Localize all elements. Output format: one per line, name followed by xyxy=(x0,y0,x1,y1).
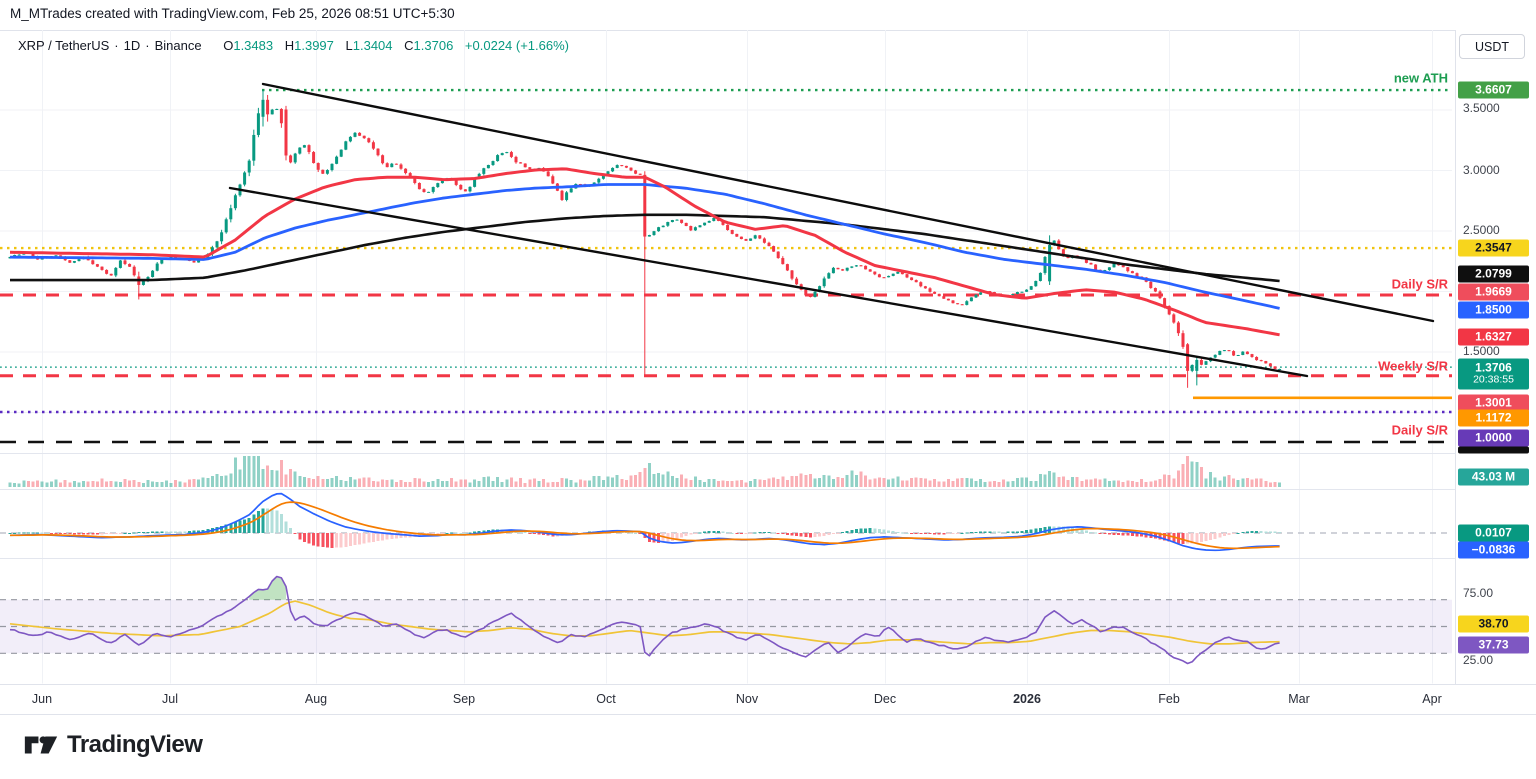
legend-separator: · xyxy=(145,38,150,53)
level-annotation-text: Weekly S/R xyxy=(1378,358,1448,374)
grid-lines xyxy=(0,30,1452,684)
rsi-panel xyxy=(9,575,1280,665)
change-value: +0.0224 (+1.66%) xyxy=(464,38,569,53)
high-value: 1.3997 xyxy=(294,38,334,53)
price-label-badge: 1.3001 xyxy=(1458,394,1529,412)
level-annotation-text: new ATH xyxy=(1393,70,1448,86)
chart-plot-area[interactable] xyxy=(0,30,1455,714)
tradingview-logo-icon xyxy=(24,736,58,754)
tradingview-logo-text: TradingView xyxy=(67,731,203,758)
time-axis-month-label: Dec xyxy=(873,692,897,706)
price-label-badge: 1.3706 20:38:55 xyxy=(1458,358,1529,390)
price-label-badge: 1.6327 xyxy=(1458,328,1529,346)
volume-bars xyxy=(8,456,1282,487)
high-letter: H xyxy=(284,38,295,53)
time-axis[interactable]: Jun Jul Aug Sep Oct Nov Dec 2026 Feb Mar Apr xyxy=(0,684,1536,715)
time-axis-month-label: Aug xyxy=(304,692,328,706)
low-letter: L xyxy=(345,38,353,53)
price-label-badge: 2.0799 xyxy=(1458,265,1529,283)
price-axis-tick: 3.5000 xyxy=(1463,101,1500,115)
currency-toggle-button[interactable]: USDT xyxy=(1459,34,1525,59)
clipped-price-label xyxy=(1458,446,1529,454)
price-label-badge: 1.8500 xyxy=(1458,301,1529,319)
price-axis-tick: 3.0000 xyxy=(1463,163,1500,177)
price-label-badge: 43.03 M xyxy=(1458,468,1529,486)
ma-black-slow xyxy=(10,213,1280,283)
ma-blue-mid xyxy=(9,183,1280,310)
price-label-badge: 2.3547 xyxy=(1458,239,1529,257)
price-label-badge: −0.0836 xyxy=(1458,541,1529,559)
time-axis-month-label: Nov xyxy=(735,692,759,706)
price-axis-tick: 1.5000 xyxy=(1463,344,1500,358)
low-value: 1.3404 xyxy=(352,38,393,53)
tradingview-logo[interactable]: TradingView xyxy=(24,731,203,759)
open-letter: O xyxy=(223,38,234,53)
time-axis-month-label: Sep xyxy=(452,692,476,706)
level-annotation-text: Daily S/R xyxy=(1391,422,1448,438)
chart-legend: XRP / TetherUS · 1D · Binance O1.3483 H1.399… xyxy=(18,38,569,53)
time-axis-month-label: Oct xyxy=(596,692,616,706)
chart-frame xyxy=(0,30,1536,715)
exchange-label[interactable]: Binance xyxy=(154,38,202,53)
countdown-timer: 20:38:55 xyxy=(1473,373,1514,386)
symbol-title[interactable]: XRP / TetherUS xyxy=(18,38,110,53)
close-value: 1.3706 xyxy=(413,38,454,53)
price-label-badge: 3.6607 xyxy=(1458,81,1529,99)
legend-separator: · xyxy=(114,38,119,53)
indicator-guides xyxy=(0,532,1452,654)
price-axis[interactable]: 3.5000 3.0000 2.5000 1.5000 75.00 25.00 3.6607… xyxy=(1455,30,1536,714)
interval-label[interactable]: 1D xyxy=(123,38,141,53)
price-axis-tick: 25.00 xyxy=(1463,653,1494,667)
macd-signal-line xyxy=(10,501,1280,550)
time-axis-month-label: 2026 xyxy=(1013,692,1041,706)
time-axis-month-label: Apr xyxy=(1422,692,1442,706)
price-axis-tick: 2.5000 xyxy=(1463,223,1500,237)
macd-panel xyxy=(8,492,1282,552)
open-value: 1.3483 xyxy=(233,38,274,53)
rsi-ma-line xyxy=(9,600,1280,645)
time-axis-month-label: Feb xyxy=(1158,692,1180,706)
ma-red-fast xyxy=(9,167,1280,337)
time-axis-month-label: Jul xyxy=(162,692,178,706)
rsi-overbought-fill xyxy=(249,576,286,600)
time-axis-month-label: Mar xyxy=(1288,692,1310,706)
time-axis-month-label: Jun xyxy=(31,692,53,706)
candlesticks xyxy=(8,90,1282,388)
price-label-badge: 0.0107 xyxy=(1458,524,1529,542)
watermark-header: M_MTrades created with TradingView.com, … xyxy=(10,6,455,21)
price-label-badge: 1.9669 xyxy=(1458,283,1529,301)
price-label-badge: 38.70 xyxy=(1458,615,1529,633)
price-label-badge: 37.73 xyxy=(1458,636,1529,654)
panel-dividers[interactable] xyxy=(0,453,1455,559)
price-levels xyxy=(0,88,1452,444)
close-letter: C xyxy=(404,38,414,53)
price-label-badge: 1.1172 xyxy=(1458,409,1529,427)
level-annotation-text: Daily S/R xyxy=(1391,276,1448,292)
rsi-line xyxy=(9,575,1280,665)
price-axis-tick: 75.00 xyxy=(1463,586,1494,600)
macd-line xyxy=(9,492,1280,552)
trendlines[interactable] xyxy=(228,82,1435,378)
price-label-badge: 1.0000 xyxy=(1458,429,1529,447)
